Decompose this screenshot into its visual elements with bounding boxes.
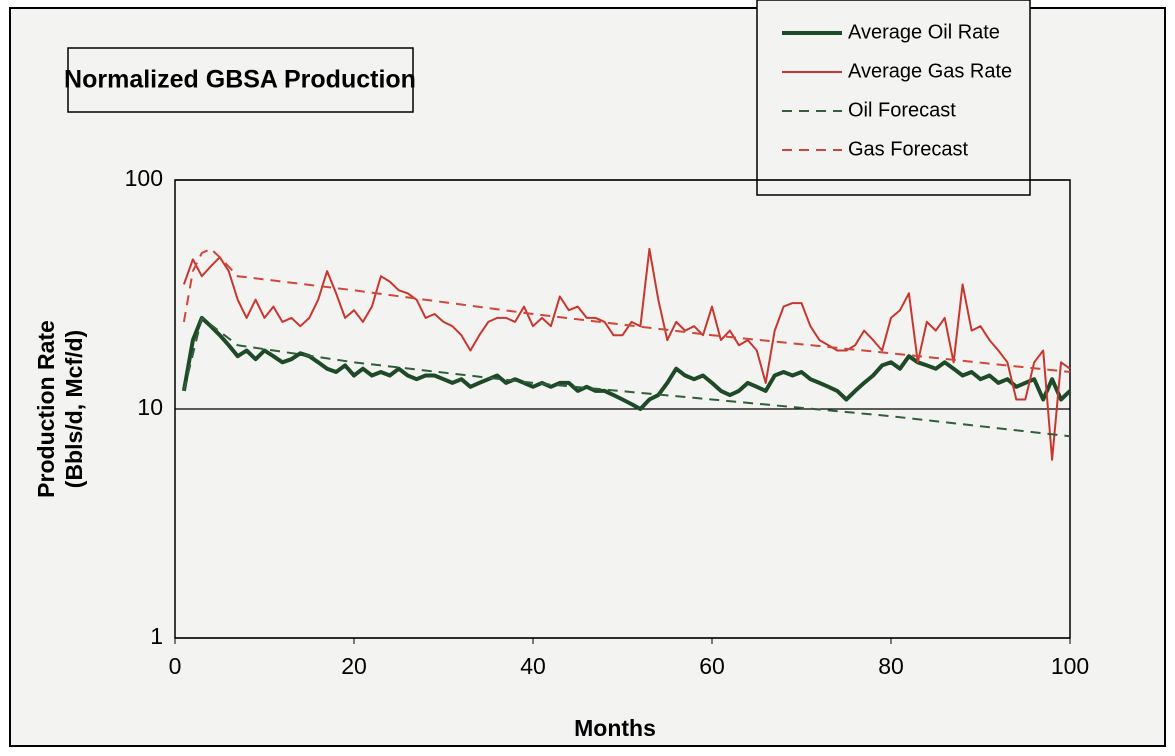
legend-label: Oil Forecast <box>848 99 956 121</box>
y-axis-label-line: Production Rate <box>33 320 59 498</box>
y-tick-label: 1 <box>150 623 163 649</box>
legend-label: Average Gas Rate <box>848 60 1012 82</box>
x-axis-label: Months <box>574 715 656 741</box>
x-tick-label: 80 <box>878 653 904 679</box>
x-tick-label: 20 <box>341 653 367 679</box>
chart-title: Normalized GBSA Production <box>64 66 416 94</box>
title-box <box>67 47 414 113</box>
x-tick-label: 60 <box>699 653 725 679</box>
y-tick-label: 10 <box>137 394 163 420</box>
series-line <box>182 247 1071 373</box>
series-line <box>182 316 1071 438</box>
y-axis-label-line: (Bbls/d, Mcf/d) <box>61 330 87 488</box>
legend-label: Gas Forecast <box>848 138 968 160</box>
y-axis-label: Production Rate (Bbls/d, Mcf/d) <box>33 320 87 498</box>
series-line <box>182 247 1071 461</box>
x-tick-label: 100 <box>1051 653 1089 679</box>
x-tick-label: 0 <box>169 653 182 679</box>
series-line <box>181 315 1072 411</box>
y-tick-label: 100 <box>125 165 163 191</box>
x-tick-label: 40 <box>520 653 546 679</box>
legend-label: Average Oil Rate <box>848 21 1000 43</box>
